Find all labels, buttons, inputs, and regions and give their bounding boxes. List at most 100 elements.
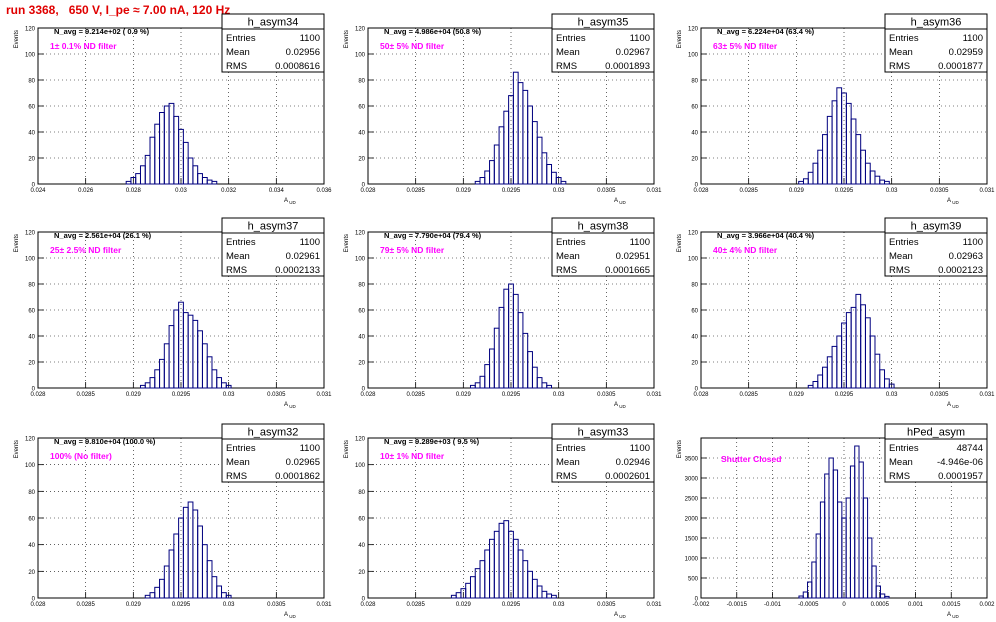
y-tick-label: 80 <box>28 490 35 496</box>
stats-entries-label: Entries <box>889 237 919 248</box>
histogram-bin <box>474 382 481 389</box>
y-axis-title: Events <box>677 30 683 48</box>
histogram-bin <box>498 306 505 389</box>
histogram-name: h_asym38 <box>578 221 629 233</box>
histogram-bin <box>450 594 457 599</box>
y-tick-label: 40 <box>358 131 365 137</box>
y-tick-label: 40 <box>358 335 365 341</box>
histogram-bin <box>831 345 838 389</box>
filter-label: 1± 0.1% ND filter <box>50 41 117 51</box>
x-tick-label: 0.036 <box>316 188 332 194</box>
histogram-bin <box>201 343 208 389</box>
histogram-bin <box>479 560 486 599</box>
filter-label: 25± 2.5% ND filter <box>50 245 122 255</box>
histogram-bin <box>849 465 856 599</box>
stats-box <box>884 217 988 277</box>
histogram-bin <box>826 115 833 185</box>
histogram-bin <box>807 171 814 185</box>
histogram-bin <box>874 175 881 185</box>
stats-entries-value: 1100 <box>630 237 650 248</box>
x-tick-label: 0 <box>842 602 846 608</box>
histogram-bin <box>216 377 223 389</box>
y-tick-label: 120 <box>25 231 36 237</box>
histogram-bin <box>135 173 141 185</box>
histogram-bin <box>817 149 824 185</box>
histogram-bin <box>517 82 524 185</box>
navg-label: N_avg = 6.224e+04 (63.4 %) <box>717 27 815 36</box>
histogram-bin <box>867 537 873 599</box>
filter-label: Shutter Closed <box>721 454 781 464</box>
x-tick-label: 0.026 <box>78 188 94 194</box>
x-axis-title: A UD <box>614 612 627 619</box>
histogram-bin <box>192 509 199 599</box>
y-axis-title: Events <box>14 440 20 458</box>
x-tick-label: 0.031 <box>316 602 332 608</box>
histogram-name: hPed_asym <box>907 427 965 439</box>
x-tick-label: 0.0285 <box>406 602 425 608</box>
histogram-panel-h_asym37: 0 20 40 60 80 100 120 0.028 0.0285 0.029 0.0295 0.0… <box>14 217 332 409</box>
y-tick-label: 60 <box>358 309 365 315</box>
stats-rms-value: 0.0002123 <box>938 265 983 276</box>
navg-label: N_avg = 4.986e+04 (50.8 %) <box>384 27 482 36</box>
x-tick-label: 0.029 <box>126 602 142 608</box>
x-tick-label: 0.0015 <box>942 602 961 608</box>
histogram-bin <box>216 585 223 599</box>
stats-mean-label: Mean <box>889 47 913 58</box>
x-tick-label: 0.03 <box>223 602 235 608</box>
histogram-bin <box>850 306 857 389</box>
histogram-bin <box>522 332 529 389</box>
y-tick-label: 80 <box>691 283 698 289</box>
x-tick-label: 0.029 <box>789 188 805 194</box>
stats-rms-value: 0.0001862 <box>275 471 320 482</box>
histogram-bin <box>836 87 843 185</box>
x-axis-title: A UD <box>284 402 297 409</box>
histogram-bin <box>884 180 890 185</box>
histogram-bin <box>144 594 151 599</box>
y-tick-label: 100 <box>688 53 699 59</box>
histogram-bin <box>168 325 175 389</box>
histogram-bin <box>192 319 199 389</box>
x-tick-label: 0.03 <box>223 392 235 398</box>
histogram-bin <box>874 353 881 389</box>
x-tick-label: 0.002 <box>979 602 995 608</box>
y-tick-label: 80 <box>358 79 365 85</box>
y-tick-label: 20 <box>28 570 35 576</box>
y-tick-label: 60 <box>28 105 35 111</box>
y-tick-label: 100 <box>25 53 36 59</box>
x-tick-label: 0.0295 <box>502 188 521 194</box>
histogram-bin <box>159 112 165 185</box>
x-axis-title: A UD <box>284 198 297 205</box>
y-tick-label: 80 <box>358 490 365 496</box>
histogram-bin <box>815 533 821 599</box>
histogram-bin <box>541 590 548 599</box>
stats-entries-value: 1100 <box>630 33 650 44</box>
histogram-panel-h_asym39: 0 20 40 60 80 100 120 0.028 0.0285 0.029 0.0295 0.0… <box>677 217 995 409</box>
histogram-panel-hPed_asym: 0 500 1000 1500 2000 2500 3000 3500 -0.002 -0.001… <box>677 423 995 619</box>
navg-label: N_avg = 2.561e+04 (26.1 %) <box>54 231 152 240</box>
y-tick-label: 60 <box>28 309 35 315</box>
histogram-bin <box>555 177 562 185</box>
y-axis-title: Events <box>677 440 683 458</box>
histogram-bin <box>474 180 481 185</box>
histogram-bin <box>465 582 471 599</box>
histogram-panel-h_asym34: 0 20 40 60 80 100 120 0.024 0.026 0.028 0.03 0.032 0… <box>14 13 332 205</box>
histogram-bin <box>560 180 567 185</box>
y-tick-label: 500 <box>688 577 699 583</box>
stats-entries-value: 1100 <box>963 237 983 248</box>
histogram-bin <box>206 179 213 185</box>
y-tick-label: 100 <box>355 257 366 263</box>
histogram-name: h_asym35 <box>578 17 629 29</box>
x-tick-label: 0.031 <box>646 188 662 194</box>
stats-rms-label: RMS <box>889 471 910 482</box>
histogram-bin <box>871 565 877 599</box>
stats-mean-label: Mean <box>226 251 250 262</box>
y-tick-label: 40 <box>28 335 35 341</box>
stats-entries-label: Entries <box>226 33 256 44</box>
x-tick-label: 0.0295 <box>502 392 521 398</box>
histogram-panel-h_asym33: 0 20 40 60 80 100 120 0.028 0.0285 0.029 0.0295 0.0… <box>344 423 662 619</box>
histogram-bin <box>551 171 557 185</box>
histogram-bin <box>149 377 156 389</box>
stats-mean-value: 0.02967 <box>616 47 650 58</box>
x-tick-label: 0.0295 <box>172 602 191 608</box>
y-axis-title: Events <box>344 440 350 458</box>
